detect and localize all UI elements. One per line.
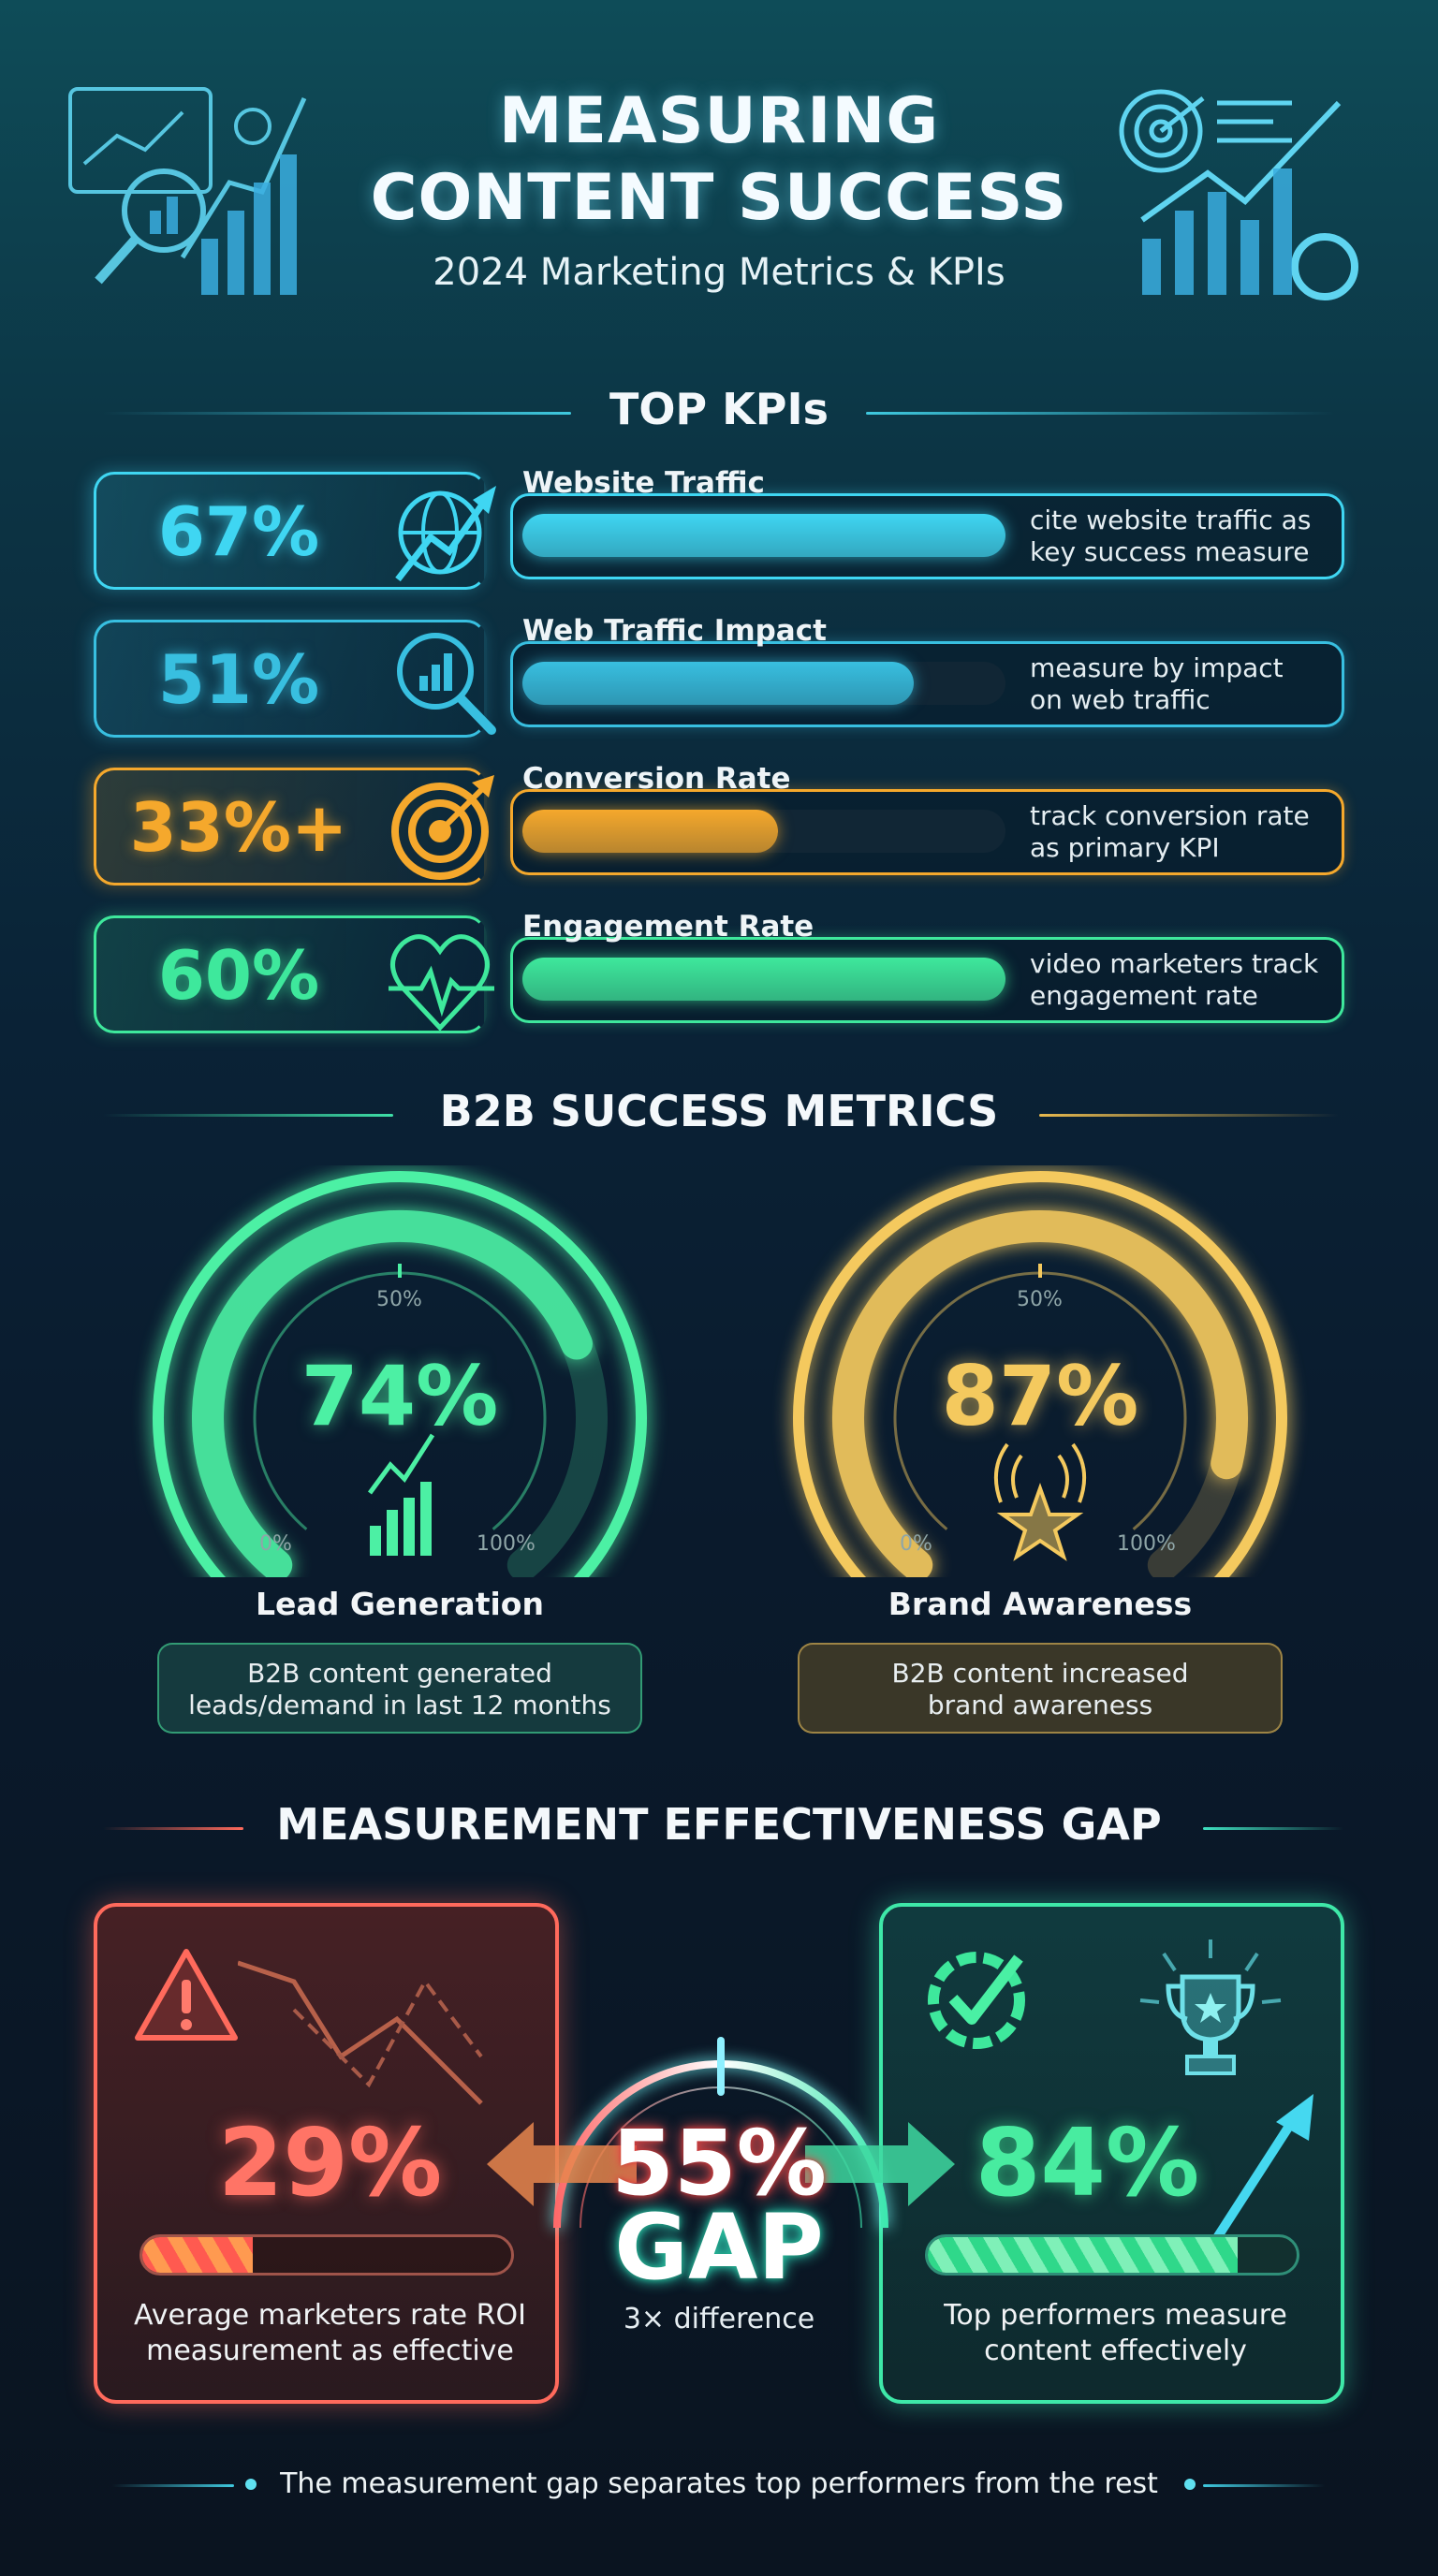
gauge	[793, 1171, 1287, 1577]
heart-pulse-icon	[389, 934, 494, 1032]
gauge-value: 87%	[941, 1348, 1139, 1444]
gap-label: GAP	[614, 2195, 824, 2300]
average-marketers-panel: 29% Average marketers rate ROI measureme…	[94, 1903, 559, 2404]
gauge-tick-min: 0%	[900, 1532, 932, 1556]
analytics-dashboard-icon	[68, 87, 307, 295]
subtitle: 2024 Marketing Metrics & KPIs	[433, 251, 1005, 294]
average-progress-bar	[139, 2234, 514, 2276]
title-line-2: CONTENT SUCCESS	[370, 161, 1068, 235]
kpi-progress-bar	[522, 662, 1005, 705]
gauge-value: 74%	[301, 1348, 499, 1444]
divider	[103, 1827, 243, 1830]
gauge-desc-box: B2B content generated leads/demand in la…	[157, 1643, 642, 1734]
left-arrow-icon	[487, 2122, 637, 2206]
gauge-tick-max: 100%	[477, 1532, 536, 1556]
gauge-desc-1: B2B content increased	[891, 1658, 1189, 1689]
check-badge-icon	[928, 1952, 1025, 2049]
warning-icon	[135, 1949, 238, 2041]
kpi-progress-bar	[522, 810, 1005, 853]
divider	[1203, 1827, 1343, 1830]
target-growth-gear-icon	[1119, 89, 1358, 300]
divider	[112, 2484, 234, 2487]
footer-text: The measurement gap separates top perfor…	[280, 2467, 1158, 2500]
top-performers-desc-1: Top performers measure	[944, 2299, 1287, 2332]
footer-dot	[245, 2479, 257, 2490]
gauge-outer-arc	[153, 1171, 647, 1577]
kpi-value: 51%	[157, 640, 320, 719]
gauge-tick-min: 0%	[259, 1532, 292, 1556]
gauge-fill	[192, 1210, 593, 1577]
kpi-progress-fill	[522, 662, 914, 705]
kpi-desc-1: track conversion rate	[1030, 800, 1310, 831]
kpi-title: Web Traffic Impact	[522, 614, 827, 648]
kpi-desc-2: key success measure	[1030, 536, 1310, 567]
section-title-gap: MEASUREMENT EFFECTIVENESS GAP	[276, 1799, 1162, 1850]
gauge-desc-2: leads/demand in last 12 months	[188, 1690, 611, 1720]
gauge-outer-arc	[793, 1171, 1287, 1577]
kpi-progress-bar	[522, 514, 1005, 557]
kpi-title: Engagement Rate	[522, 910, 814, 944]
gap-sub: 3× difference	[623, 2303, 815, 2335]
average-value: 29%	[217, 2108, 443, 2217]
top-performers-panel: 84% Top performers measure content effec…	[879, 1903, 1344, 2404]
kpi-desc-1: measure by impact	[1030, 652, 1284, 683]
target-arrow-icon	[391, 775, 494, 880]
kpi-value: 60%	[157, 936, 320, 1015]
gauge-label: Lead Generation	[256, 1586, 544, 1622]
right-arrow-icon	[805, 2122, 955, 2206]
gauge-tick-max: 100%	[1117, 1532, 1176, 1556]
kpi-title: Conversion Rate	[522, 762, 791, 796]
kpi-value: 67%	[157, 492, 320, 571]
kpi-progress-fill	[522, 958, 1005, 1001]
gauge	[153, 1171, 647, 1577]
gap-value: 55%	[611, 2111, 827, 2216]
top-performers-value: 84%	[975, 2108, 1200, 2217]
footer-dot	[1184, 2479, 1196, 2490]
kpi-value: 33%+	[129, 788, 348, 867]
gauge-fill	[832, 1210, 1248, 1577]
top-performers-progress-bar	[925, 2234, 1299, 2276]
divider	[1039, 1114, 1339, 1117]
gauge-desc-box: B2B content increased brand awareness	[798, 1643, 1283, 1734]
kpi-progress-fill	[522, 810, 779, 853]
gauge-desc-1: B2B content generated	[247, 1658, 552, 1689]
kpi-progress-bar	[522, 958, 1005, 1001]
gauge-tick-mid: 50%	[1017, 1288, 1063, 1311]
section-title-b2b: B2B SUCCESS METRICS	[439, 1086, 999, 1136]
kpi-desc-2: engagement rate	[1030, 980, 1258, 1011]
section-title-kpis: TOP KPIs	[609, 384, 829, 434]
kpi-desc-1: video marketers track	[1030, 948, 1319, 979]
kpi-desc-2: as primary KPI	[1030, 832, 1220, 863]
gauge-tick-mid: 50%	[376, 1288, 422, 1311]
gauge-desc-2: brand awareness	[927, 1690, 1153, 1720]
title-line-1: MEASURING	[498, 84, 940, 158]
average-desc-1: Average marketers rate ROI	[134, 2299, 526, 2332]
divider	[103, 412, 571, 415]
divider	[866, 412, 1334, 415]
kpi-progress-fill	[522, 514, 1005, 557]
trophy-icon	[1139, 1939, 1282, 2075]
kpi-desc-1: cite website traffic as	[1030, 505, 1312, 535]
kpi-desc-2: on web traffic	[1030, 684, 1211, 715]
declining-chart-icon	[238, 1960, 483, 2105]
kpi-title: Website Traffic	[522, 466, 765, 500]
divider	[1203, 2484, 1325, 2487]
top-performers-desc-2: content effectively	[984, 2334, 1247, 2367]
magnifier-chart-icon	[397, 633, 496, 735]
globe-arrow-icon	[395, 486, 496, 582]
average-desc-2: measurement as effective	[146, 2334, 514, 2367]
divider	[103, 1114, 393, 1117]
gauge-label: Brand Awareness	[888, 1586, 1193, 1622]
